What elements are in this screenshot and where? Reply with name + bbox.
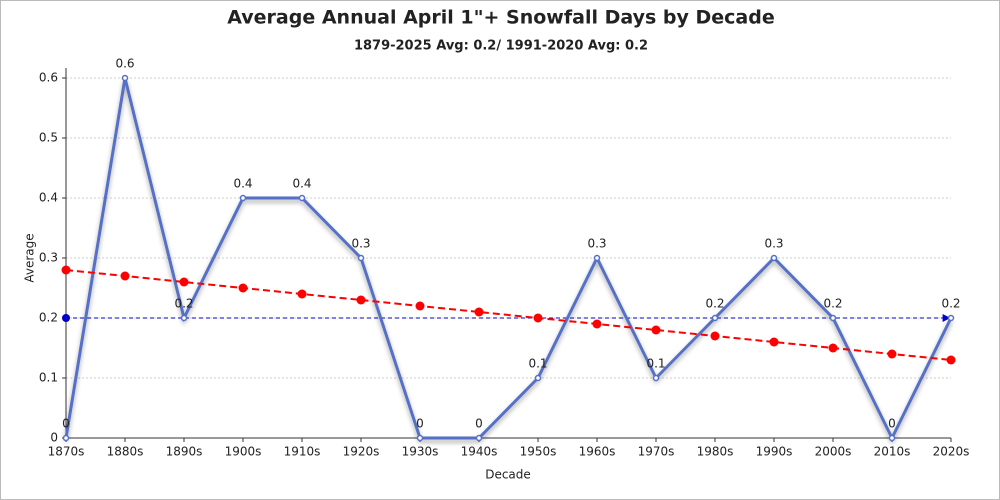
- data-label: 0.2: [823, 297, 842, 311]
- y-tick-label: 0.2: [39, 311, 58, 325]
- point: [238, 283, 248, 293]
- point: [593, 254, 601, 262]
- point: [356, 295, 366, 305]
- data-label: 0.1: [528, 357, 547, 371]
- x-tick-label: 1960s: [579, 445, 616, 459]
- chart-subtitle: 1879-2025 Avg: 0.2/ 1991-2020 Avg: 0.2: [354, 39, 648, 54]
- point: [121, 74, 129, 82]
- data-label: 0.3: [587, 237, 606, 251]
- data-label: 0: [888, 417, 896, 431]
- data-label: 0.4: [292, 177, 311, 191]
- point: [298, 194, 306, 202]
- x-tick-label: 1980s: [697, 445, 734, 459]
- point: [534, 374, 542, 382]
- point: [710, 331, 720, 341]
- point: [120, 271, 130, 281]
- point: [415, 301, 425, 311]
- data-label: 0.3: [764, 237, 783, 251]
- chart-title: Average Annual April 1"+ Snowfall Days b…: [227, 7, 774, 29]
- data-label: 0: [62, 417, 70, 431]
- point: [474, 307, 484, 317]
- point: [297, 289, 307, 299]
- x-tick-label: 1990s: [756, 445, 793, 459]
- y-tick-label: 0.1: [39, 371, 58, 385]
- x-tick-label: 1880s: [107, 445, 144, 459]
- data-label: 0.4: [233, 177, 252, 191]
- point: [61, 265, 71, 275]
- point: [828, 343, 838, 353]
- point: [651, 325, 661, 335]
- x-tick-label: 2010s: [874, 445, 911, 459]
- y-tick-label: 0: [50, 431, 58, 445]
- point: [829, 314, 837, 322]
- point: [475, 434, 483, 442]
- point: [179, 277, 189, 287]
- data-label: 0.3: [351, 237, 370, 251]
- x-tick-label: 1900s: [225, 445, 262, 459]
- data-label: 0.2: [174, 297, 193, 311]
- data-label: 0.2: [705, 297, 724, 311]
- average-start: [62, 314, 70, 322]
- point: [947, 314, 955, 322]
- data-label: 0: [475, 417, 483, 431]
- x-tick-label: 1910s: [284, 445, 321, 459]
- y-tick-label: 0.3: [39, 251, 58, 265]
- point: [888, 434, 896, 442]
- x-tick-label: 1890s: [166, 445, 203, 459]
- data-label: 0: [416, 417, 424, 431]
- point: [239, 194, 247, 202]
- point: [533, 313, 543, 323]
- point: [652, 374, 660, 382]
- point: [946, 355, 956, 365]
- series-line: [64, 77, 953, 442]
- x-tick-label: 2020s: [933, 445, 970, 459]
- x-tick-label: 1940s: [461, 445, 498, 459]
- x-tick-label: 1930s: [402, 445, 439, 459]
- point: [592, 319, 602, 329]
- y-tick-label: 0.4: [39, 191, 58, 205]
- series-line: [65, 269, 952, 361]
- point: [357, 254, 365, 262]
- x-tick-label: 1920s: [343, 445, 380, 459]
- data-label: 0.1: [646, 357, 665, 371]
- x-axis-label: Decade: [485, 468, 531, 482]
- x-tick-label: 2000s: [815, 445, 852, 459]
- x-tick-label: 1870s: [48, 445, 85, 459]
- point: [416, 434, 424, 442]
- point: [887, 349, 897, 359]
- point: [711, 314, 719, 322]
- data-label: 0.2: [941, 297, 960, 311]
- y-tick-label: 0.5: [39, 131, 58, 145]
- point: [769, 337, 779, 347]
- y-axis-label: Average: [23, 233, 37, 282]
- x-tick-label: 1970s: [638, 445, 675, 459]
- x-tick-label: 1950s: [520, 445, 557, 459]
- point: [770, 254, 778, 262]
- point: [62, 434, 70, 442]
- data-label: 0.6: [115, 57, 134, 71]
- y-tick-label: 0.6: [39, 71, 58, 85]
- point: [180, 314, 188, 322]
